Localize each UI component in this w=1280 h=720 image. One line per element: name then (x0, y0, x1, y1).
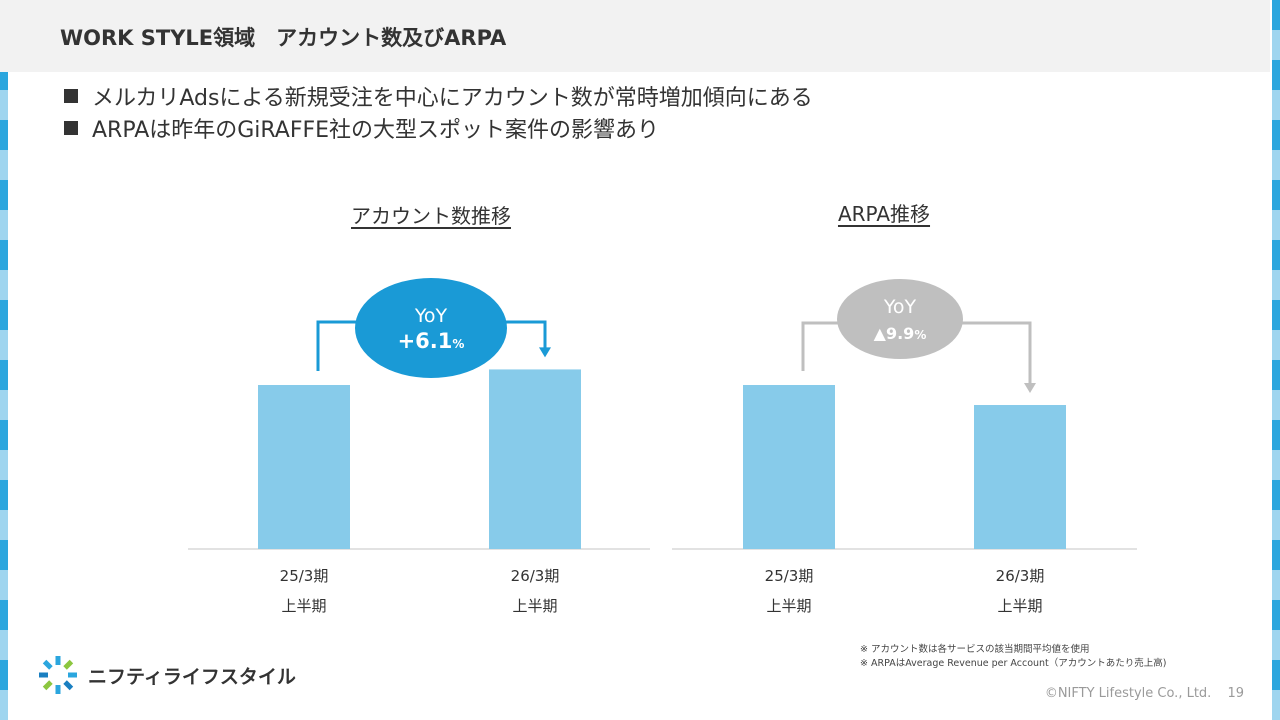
edge-stripe-segment (0, 180, 8, 210)
edge-stripe-segment (1272, 480, 1280, 510)
yoy-number: ▲9.9 (874, 324, 915, 343)
yoy-label: YoY (414, 305, 448, 327)
bar (489, 369, 581, 549)
edge-stripe-segment (0, 660, 8, 690)
footnotes: ※ アカウント数は各サービスの該当期間平均値を使用 ※ ARPAはAverage… (860, 643, 1167, 671)
edge-stripe-segment (0, 90, 8, 120)
sunburst-logo-icon (39, 656, 77, 694)
edge-stripe-segment (1272, 540, 1280, 570)
edge-stripe-segment (0, 240, 8, 270)
yoy-value: +6.1% (398, 329, 465, 353)
edge-stripe-segment (1272, 30, 1280, 60)
header-bar: WORK STYLE領域 アカウント数及びARPA (0, 0, 1270, 72)
yoy-bubble (355, 278, 507, 378)
copyright: ©NIFTY Lifestyle Co., Ltd. (1044, 686, 1212, 701)
edge-stripe-segment (1272, 300, 1280, 330)
arrow-down-icon (539, 347, 551, 358)
x-tick-label: 26/3期 (996, 567, 1045, 585)
yoy-unit: % (452, 337, 464, 351)
left-edge-stripe (0, 0, 8, 720)
edge-stripe-segment (0, 540, 8, 570)
bullet-list: メルカリAdsによる新規受注を中心にアカウント数が常時増加傾向にある ARPAは… (64, 80, 813, 144)
edge-stripe-segment (1272, 60, 1280, 90)
yoy-label: YoY (883, 296, 917, 318)
bar (743, 385, 835, 549)
square-bullet-icon (64, 89, 78, 103)
edge-stripe-segment (0, 120, 8, 150)
bullet-text: ARPAは昨年のGiRAFFE社の大型スポット案件の影響あり (92, 118, 660, 143)
edge-stripe-segment (1272, 90, 1280, 120)
bar (258, 385, 350, 549)
right-edge-stripe (1272, 0, 1280, 720)
company-logo: ニフティライフスタイル (38, 655, 296, 695)
edge-stripe-segment (0, 60, 8, 90)
page-number: 19 (1227, 686, 1244, 701)
bar (974, 405, 1066, 549)
x-tick-label: 25/3期 (765, 567, 814, 585)
edge-stripe-segment (0, 480, 8, 510)
edge-stripe-segment (0, 450, 8, 480)
edge-stripe-segment (0, 330, 8, 360)
edge-stripe-segment (0, 420, 8, 450)
edge-stripe-segment (1272, 180, 1280, 210)
x-tick-label: 上半期 (281, 597, 326, 615)
edge-stripe-segment (0, 690, 8, 720)
edge-stripe-segment (1272, 330, 1280, 360)
chart-title-accounts: アカウント数推移 (351, 204, 511, 228)
bullet-item: ARPAは昨年のGiRAFFE社の大型スポット案件の影響あり (64, 112, 813, 144)
bullet-text: メルカリAdsによる新規受注を中心にアカウント数が常時増加傾向にある (92, 86, 813, 111)
page-title: WORK STYLE領域 アカウント数及びARPA (60, 26, 507, 50)
x-tick-label: 上半期 (512, 597, 557, 615)
x-tick-label: 26/3期 (511, 567, 560, 585)
edge-stripe-segment (1272, 270, 1280, 300)
edge-stripe-segment (0, 270, 8, 300)
edge-stripe-segment (1272, 0, 1280, 30)
x-tick-label: 上半期 (997, 597, 1042, 615)
edge-stripe-segment (0, 360, 8, 390)
yoy-unit: % (914, 328, 926, 342)
bullet-item: メルカリAdsによる新規受注を中心にアカウント数が常時増加傾向にある (64, 80, 813, 112)
arrow-down-icon (1024, 383, 1036, 394)
edge-stripe-segment (1272, 150, 1280, 180)
edge-stripe-segment (1272, 600, 1280, 630)
edge-stripe-segment (1272, 510, 1280, 540)
footer: ©NIFTY Lifestyle Co., Ltd. 19 (1045, 686, 1244, 701)
edge-stripe-segment (0, 510, 8, 540)
edge-stripe-segment (1272, 240, 1280, 270)
edge-stripe-segment (1272, 660, 1280, 690)
edge-stripe-segment (0, 390, 8, 420)
edge-stripe-segment (0, 630, 8, 660)
yoy-value: ▲9.9% (874, 324, 927, 343)
edge-stripe-segment (0, 600, 8, 630)
edge-stripe-segment (0, 300, 8, 330)
x-tick-label: 上半期 (766, 597, 811, 615)
footnote: ※ アカウント数は各サービスの該当期間平均値を使用 (860, 644, 1090, 655)
chart-title-arpa: ARPA推移 (837, 202, 931, 226)
edge-stripe-segment (1272, 630, 1280, 660)
edge-stripe-segment (1272, 450, 1280, 480)
edge-stripe-segment (1272, 420, 1280, 450)
footnote: ※ ARPAはAverage Revenue per Account（アカウント… (860, 658, 1167, 669)
logo-text: ニフティライフスタイル (88, 665, 296, 688)
square-bullet-icon (64, 121, 78, 135)
edge-stripe-segment (0, 570, 8, 600)
edge-stripe-segment (1272, 210, 1280, 240)
edge-stripe-segment (1272, 360, 1280, 390)
x-tick-label: 25/3期 (280, 567, 329, 585)
edge-stripe-segment (1272, 120, 1280, 150)
edge-stripe-segment (1272, 390, 1280, 420)
yoy-bubble (837, 279, 963, 359)
edge-stripe-segment (0, 210, 8, 240)
yoy-number: +6.1 (398, 329, 453, 353)
edge-stripe-segment (0, 150, 8, 180)
edge-stripe-segment (1272, 690, 1280, 720)
edge-stripe-segment (1272, 570, 1280, 600)
